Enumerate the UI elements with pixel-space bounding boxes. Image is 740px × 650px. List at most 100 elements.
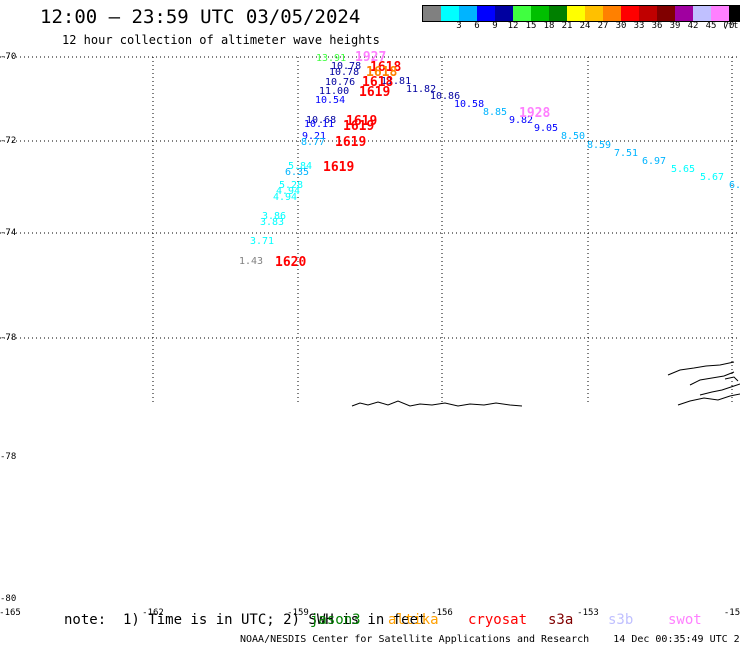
wave-height-label: 10.78 (329, 67, 360, 78)
chart-title: 12:00 – 23:59 UTC 03/05/2024 (40, 6, 361, 28)
wave-height-label: 11.81 (381, 76, 412, 87)
wave-height-label: 6.97 (642, 156, 667, 167)
pass-time-label: 1619 (323, 160, 355, 175)
color-scale-label: 12 (507, 21, 519, 31)
lon-label: -159 (287, 608, 309, 618)
color-scale-bar (422, 5, 740, 22)
wave-height-label: 10.86 (430, 91, 461, 102)
color-scale-label: 39 (669, 21, 681, 31)
wave-height-label: 3.86 (262, 211, 287, 222)
color-scale-label: 9 (492, 21, 498, 31)
legend-satellite: s3a (548, 612, 574, 628)
wave-height-label: 5.28 (279, 180, 304, 191)
lat-label: -78 (0, 452, 17, 462)
color-scale-label: 45 (705, 21, 717, 31)
color-scale-label: 36 (651, 21, 663, 31)
color-swatch (603, 6, 621, 21)
color-swatch (459, 6, 477, 21)
wave-height-label: 6.35 (285, 167, 310, 178)
pass-time-label: 1619 (335, 135, 367, 150)
color-scale-label: 3 (456, 21, 462, 31)
color-scale-unit: (ft) (722, 21, 740, 31)
wave-height-label: 3.71 (250, 236, 275, 247)
wave-height-label: 10.78 (331, 61, 362, 72)
color-swatch (729, 6, 740, 21)
pass-time-label: 1618 (366, 65, 398, 80)
wave-height-label: 8.85 (483, 107, 508, 118)
color-scale-label: 15 (525, 21, 537, 31)
color-swatch (423, 6, 441, 21)
color-swatch (477, 6, 495, 21)
color-scale-label: 33 (633, 21, 645, 31)
wave-height-label: 9.21 (302, 131, 327, 142)
wave-height-label: 5.84 (288, 161, 313, 172)
pass-time-label: 1927 (355, 50, 387, 65)
wave-height-label: 10.76 (325, 77, 356, 88)
lon-label: -162 (142, 608, 164, 618)
wave-height-label: 9.05 (534, 123, 559, 134)
lat-label: -74 (0, 228, 17, 238)
footer-note: note: 1) Time is in UTC; 2) SWH is in fe… (64, 612, 427, 628)
credit-line: NOAA/NESDIS Center for Satellite Applica… (240, 634, 740, 645)
color-swatch (711, 6, 729, 21)
legend-satellite: s3b (608, 612, 634, 628)
lon-label: -15 (723, 608, 740, 618)
wave-height-label: 11.82 (406, 84, 437, 95)
pass-time-label: 1618 (362, 75, 394, 90)
wave-height-label: 3.83 (260, 217, 285, 228)
color-swatch (441, 6, 459, 21)
wave-height-label: 7.51 (614, 148, 639, 159)
legend-satellite: altika (388, 612, 439, 628)
color-swatch (675, 6, 693, 21)
wave-height-label: 4.94 (273, 192, 298, 203)
color-swatch (639, 6, 657, 21)
color-swatch (585, 6, 603, 21)
wave-height-label: 8.50 (561, 131, 586, 142)
color-scale-label: 42 (687, 21, 699, 31)
color-scale-label: 6 (474, 21, 480, 31)
pass-time-label: 1619 (346, 114, 378, 129)
wave-height-label: 4.94 (276, 186, 301, 197)
wave-height-label: 8.59 (587, 140, 612, 151)
lon-label: -153 (577, 608, 599, 618)
pass-time-label: 1928 (519, 106, 551, 121)
color-swatch (567, 6, 585, 21)
lat-label: -70 (0, 52, 17, 62)
legend-satellite: swot (668, 612, 702, 628)
wave-height-label: 13.91 (316, 53, 347, 64)
legend-satellite: jason3 (310, 612, 361, 628)
color-scale-label: 21 (561, 21, 573, 31)
wave-height-label: 11.00 (319, 86, 350, 97)
pass-time-label: 1619 (359, 85, 391, 100)
color-swatch (657, 6, 675, 21)
pass-time-label: 1618 (370, 60, 402, 75)
lat-label: -80 (0, 594, 17, 604)
wave-height-label: 1.43 (239, 256, 264, 267)
wave-height-label: 10.68 (306, 115, 337, 126)
pass-time-label: 1620 (275, 255, 307, 270)
chart-subtitle: 12 hour collection of altimeter wave hei… (62, 33, 380, 47)
color-scale-label: 27 (597, 21, 609, 31)
lat-label: -72 (0, 136, 17, 146)
graticule (0, 56, 740, 405)
color-scale-label: 70 (723, 21, 735, 31)
color-swatch (531, 6, 549, 21)
wave-height-label: 10.54 (315, 95, 346, 106)
wave-height-label: 10.11 (304, 119, 335, 130)
color-scale-label: 24 (579, 21, 591, 31)
lat-label: -78 (0, 333, 17, 343)
wave-height-label: 5.65 (671, 164, 696, 175)
color-swatch (513, 6, 531, 21)
lon-label: -165 (0, 608, 21, 618)
wave-height-label: 8.77 (301, 137, 326, 148)
wave-height-label: 9.82 (509, 115, 534, 126)
color-scale-label: 18 (543, 21, 555, 31)
legend-satellite: cryosat (468, 612, 528, 628)
lon-label: -156 (431, 608, 453, 618)
coastline (351, 361, 740, 407)
wave-height-label: 10.58 (454, 99, 485, 110)
color-swatch (621, 6, 639, 21)
color-scale-label: 30 (615, 21, 627, 31)
wave-height-label: 6. (729, 180, 740, 191)
